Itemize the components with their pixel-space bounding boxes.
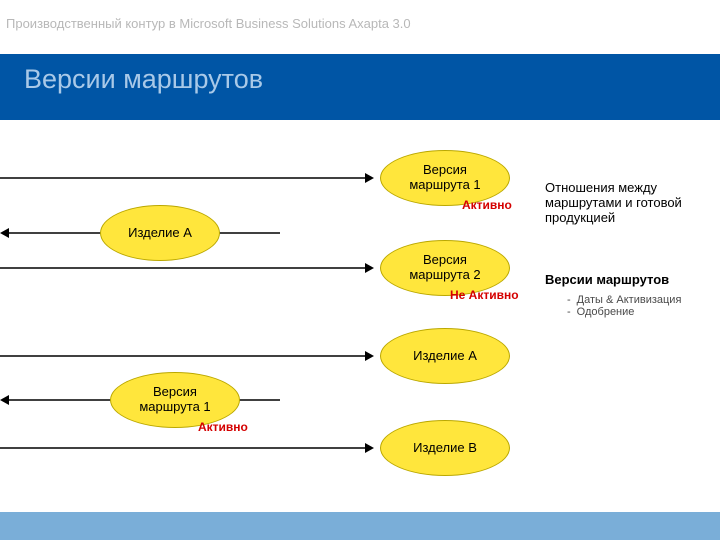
side-description: Отношения междумаршрутами и готовойпроду… xyxy=(545,180,682,225)
breadcrumb: Производственный контур в Microsoft Busi… xyxy=(6,16,411,31)
node-label: Изделие A xyxy=(413,349,477,364)
side-bullet-item: -Даты & Активизация xyxy=(567,294,681,306)
node-item-a-right: Изделие A xyxy=(380,328,510,384)
node-label: Изделие A xyxy=(128,226,192,241)
status-route-2: Не Активно xyxy=(450,288,519,302)
node-label: Версиямаршрута 1 xyxy=(409,163,480,193)
node-label: Версиямаршрута 1 xyxy=(139,385,210,415)
side-heading: Версии маршрутов xyxy=(545,272,669,287)
status-route-1-top: Активно xyxy=(462,198,512,212)
page-title: Версии маршрутов xyxy=(24,64,263,95)
node-item-a-left: Изделие A xyxy=(100,205,220,261)
footer-band xyxy=(0,512,720,540)
node-label: Версиямаршрута 2 xyxy=(409,253,480,283)
side-bullets: -Даты & Активизация-Одобрение xyxy=(567,294,681,318)
status-route-1-left: Активно xyxy=(198,420,248,434)
node-item-b: Изделие B xyxy=(380,420,510,476)
side-bullet-item: -Одобрение xyxy=(567,306,681,318)
node-label: Изделие B xyxy=(413,441,477,456)
